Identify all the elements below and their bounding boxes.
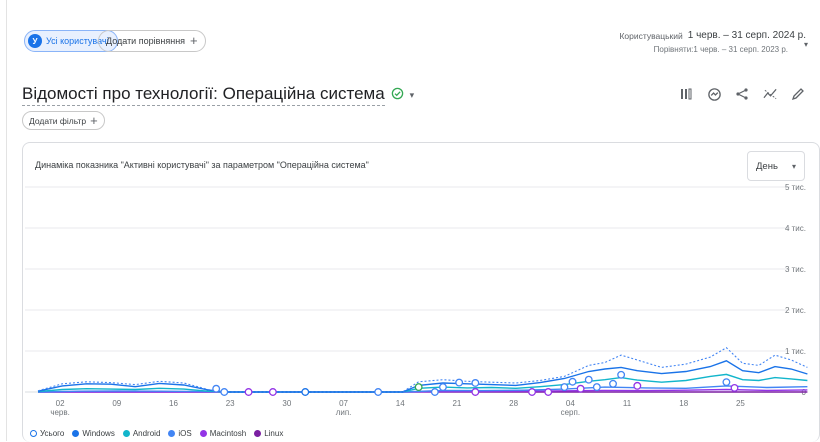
x-tick-label: 11 [623,399,632,408]
x-tick-label: 04 [566,399,575,408]
legend-label: Усього [40,429,65,438]
legend-item[interactable]: iOS [168,429,192,438]
legend-item[interactable]: Windows [72,429,115,438]
period-select[interactable]: День ▾ [747,151,805,181]
legend-item[interactable]: Android [122,429,161,438]
annotation-marker [592,383,601,392]
annotation-marker [471,388,480,396]
y-tick-label: 5 тис. [785,183,806,192]
add-comparison-button[interactable]: Додати порівняння + [98,30,206,52]
x-tick-sublabel: лип. [336,408,352,417]
legend-dot-icon [199,430,207,437]
y-tick-label: 1 тис. [785,347,806,356]
segment-letter-icon: У [28,34,42,48]
legend-dot-icon [72,430,80,437]
y-tick-label: 2 тис. [785,306,806,315]
period-value: День [756,160,778,172]
annotation-marker [414,383,423,392]
annotation-marker [609,379,617,388]
x-tick-label: 28 [509,399,518,408]
annotation-marker [471,379,480,387]
x-tick-label: 09 [112,399,121,408]
x-tick-label: 14 [396,399,405,408]
annotation-marker [301,388,310,396]
add-filter-button[interactable]: Додати фільтр + [22,111,105,130]
legend-item[interactable]: Linux [254,429,283,438]
x-tick-label: 23 [226,399,235,408]
legend-dot-icon [122,430,130,437]
x-tick-sublabel: серп. [561,408,580,417]
annotation-marker [268,388,277,396]
add-filter-label: Додати фільтр [29,115,87,126]
edit-icon[interactable] [790,86,806,102]
x-tick-label: 16 [169,399,178,408]
x-tick-sublabel: черв. [50,408,70,417]
legend-item[interactable]: Усього [30,429,64,438]
title-chevron-down-icon[interactable]: ▾ [409,89,415,100]
date-range-value: 1 черв. – 31 серп. 2024 р. [687,30,806,41]
x-tick-label: 25 [736,399,745,408]
chevron-down-icon: ▾ [803,40,808,49]
x-tick-label: 30 [282,399,291,408]
annotation-marker [244,388,253,396]
annotation-marker [212,384,221,393]
trend-icon[interactable] [762,86,778,102]
plus-icon: + [90,112,98,128]
legend-label: Linux [264,429,284,438]
legend-label: Macintosh [209,429,247,438]
share-icon[interactable] [734,86,750,102]
annotation-marker [430,388,439,396]
insights-icon[interactable] [706,86,722,102]
series-line-android [37,373,808,393]
x-tick-label: 21 [452,399,461,408]
series-line-усього [37,347,808,393]
segment-chip-all-users[interactable]: У Усі користувачі [24,30,118,52]
date-compare-value: Порівняти:1 черв. – 31 серп. 2023 р. [653,45,788,54]
legend-dot-icon [254,430,262,437]
series-line-windows [37,360,808,393]
y-tick-label: 4 тис. [785,224,806,233]
x-tick-label: 18 [679,399,688,408]
annotation-marker [220,388,229,396]
annotation-marker [438,383,447,392]
x-tick-label: 02 [56,399,65,408]
series-line-ios [37,385,808,393]
annotation-marker [576,384,585,393]
legend-item[interactable]: Macintosh [199,429,247,438]
annotation-marker [722,378,731,387]
x-tick-label: 07 [339,399,348,408]
legend-label: Android [132,429,161,438]
annotation-marker [560,383,569,392]
columns-icon[interactable] [678,86,694,102]
date-preset-label: Користувацький [619,30,683,41]
page-title-text[interactable]: Відомості про технології: Операційна сис… [22,84,385,106]
chevron-down-icon: ▾ [791,161,796,171]
annotation-marker [374,388,383,396]
verified-check-icon [391,87,404,103]
annotation-marker [730,383,739,392]
legend-label: iOS [178,429,192,438]
report-toolbar [678,86,806,102]
y-tick-label: 3 тис. [785,265,806,274]
date-range-picker[interactable]: Користувацький 1 черв. – 31 серп. 2024 р… [619,30,808,54]
legend-dot-icon [30,430,37,437]
plus-icon: + [190,33,198,48]
annotation-marker [528,388,536,396]
page-title: Відомості про технології: Операційна сис… [22,84,414,106]
annotation-marker [617,370,626,379]
annotation-marker [455,378,464,387]
annotation-marker [584,375,593,384]
annotation-marker [633,381,642,390]
chart-legend: Усього Windows Android iOS Macintosh Linux [30,429,283,438]
add-comparison-label: Додати порівняння [106,36,186,46]
annotation-marker [568,377,577,386]
segment-label: Усі користувачі [46,36,109,46]
chart-title: Динаміка показника "Активні користувачі"… [35,160,369,170]
legend-label: Windows [82,429,115,438]
annotation-marker [544,388,553,396]
left-divider [6,0,7,441]
legend-dot-icon [168,430,176,437]
